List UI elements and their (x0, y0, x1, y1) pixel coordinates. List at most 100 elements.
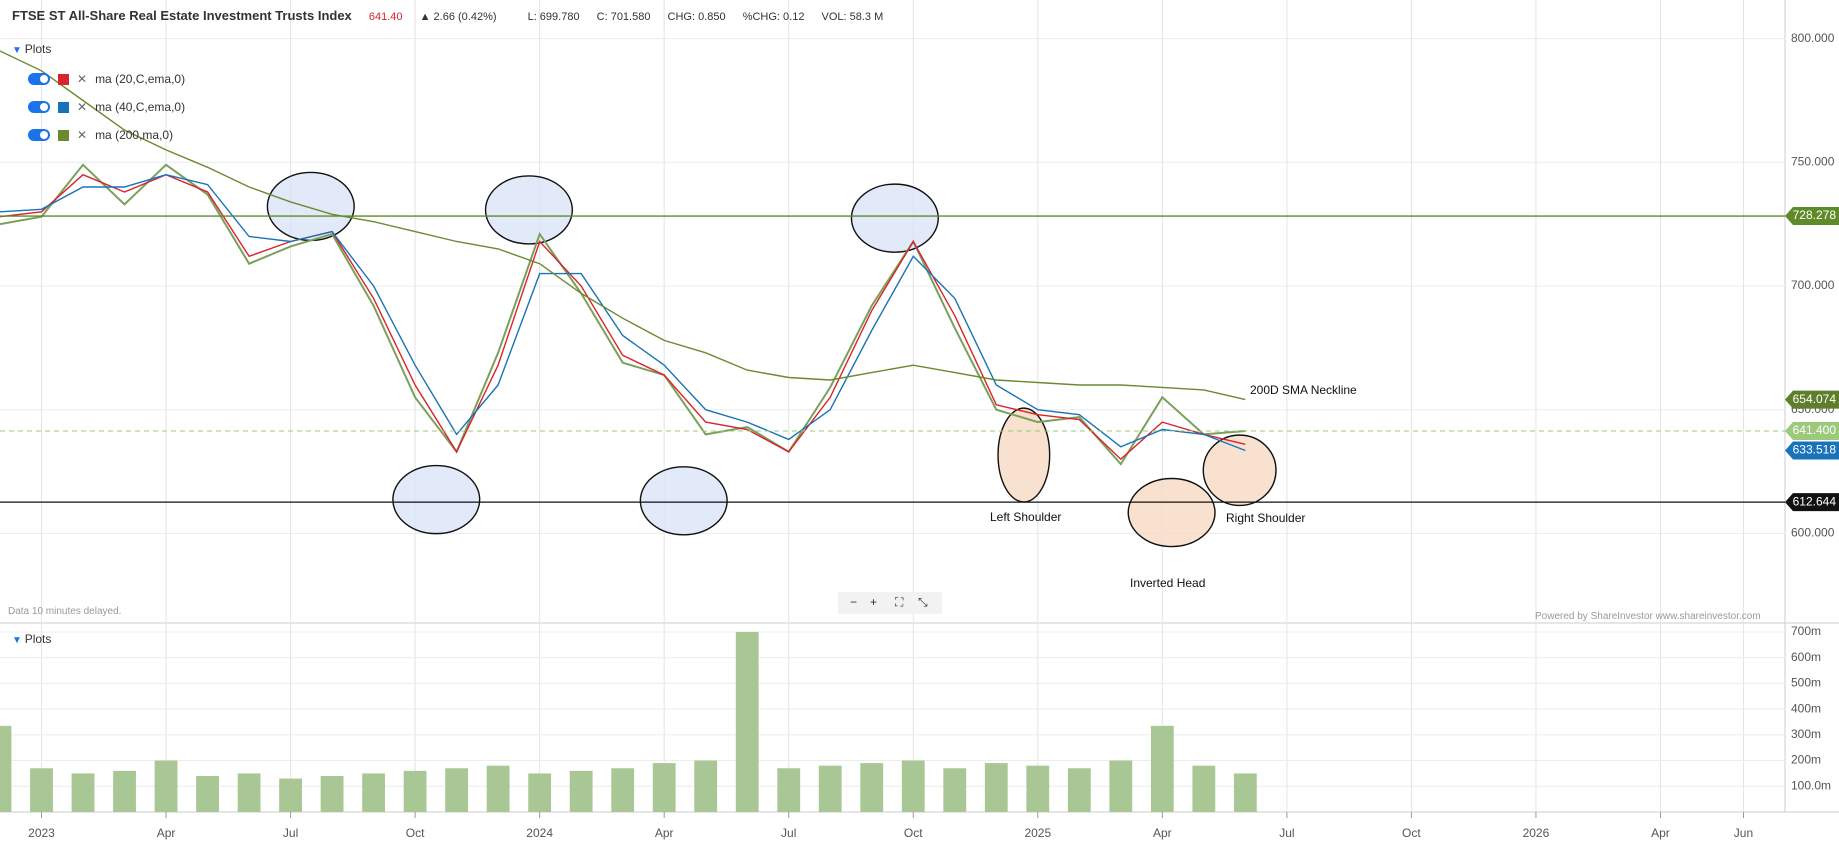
remove[interactable]: ✕ (77, 100, 88, 114)
title: FTSE ST All-Share Real Estate Investment… (12, 8, 352, 23)
trough-circle (639, 466, 728, 536)
volume-bar (30, 768, 53, 812)
y-tick-label: 500m (1791, 676, 1821, 690)
legend-item[interactable]: ✕ ma (20,C,ema,0) (28, 72, 185, 86)
y-tick-label: 800.000 (1791, 31, 1835, 45)
y-tick-label: 700.000 (1791, 278, 1835, 292)
volume-bar (818, 765, 842, 812)
volume-plots-toggle[interactable]: Plots (12, 632, 52, 646)
x-tick-label: Oct (1402, 826, 1421, 840)
delay-note: Data 10 minutes delayed. (8, 606, 122, 617)
fit[interactable]: ⛶ (894, 595, 904, 609)
remove[interactable]: ✕ (77, 128, 88, 142)
volume-bar (528, 773, 552, 812)
legend-label: ma (200,ma,0) (95, 128, 174, 142)
volume-bar (196, 775, 219, 812)
x-tick-label: 2023 (28, 826, 55, 840)
price-tag-label: 633.518 (1793, 443, 1837, 457)
annotation: Left Shoulder (990, 510, 1061, 524)
volume-bar (777, 768, 801, 812)
price-tag-label: 641.400 (1793, 423, 1837, 437)
price-tag (1785, 207, 1839, 226)
price-tag-label: 728.278 (1793, 208, 1837, 222)
legend-swatch (58, 73, 69, 85)
legend-item[interactable]: ✕ ma (40,C,ema,0) (28, 100, 185, 114)
shoulder-circle (1202, 434, 1277, 507)
last-price: 641.40 (368, 11, 403, 23)
toggle[interactable] (28, 73, 50, 85)
remove[interactable]: ✕ (77, 72, 88, 86)
peak-circle (850, 183, 939, 253)
annotation: 200D SMA Neckline (1250, 383, 1357, 397)
volume-bar (0, 725, 12, 812)
header: FTSE ST All-Share Real Estate Investment… (12, 8, 897, 23)
volume-bar (1150, 725, 1174, 812)
x-tick-label: Apr (1651, 826, 1670, 840)
volume-bar (320, 775, 344, 812)
y-tick-label: 700m (1791, 624, 1821, 638)
volume-bar (154, 760, 178, 812)
peak-circle (266, 171, 355, 242)
y-tick-label: 600m (1791, 650, 1821, 664)
volume-bar (1109, 760, 1133, 812)
zoom-controls: − + ⛶ ⤡ (838, 592, 942, 614)
annotations: 200D SMA Neckline Left Shoulder Inverted… (990, 383, 1357, 590)
price-tag-label: 612.644 (1793, 494, 1837, 508)
annotation: Inverted Head (1130, 576, 1205, 590)
y-tick-label: 100.0m (1791, 778, 1831, 792)
volume-bar (1233, 773, 1257, 812)
volume-bar (71, 773, 95, 812)
pchg: %CHG: 0.12 (742, 11, 805, 23)
volume-bar (611, 768, 635, 812)
credit: Powered by ShareInvestor www.shareinvest… (1535, 611, 1761, 622)
plots-toggle[interactable]: Plots (12, 42, 52, 56)
x-tick-label: 2026 (1523, 826, 1550, 840)
x-tick-label: Apr (1153, 826, 1172, 840)
price-tag (1785, 493, 1839, 512)
legend-label: ma (20,C,ema,0) (95, 72, 186, 86)
legend-label: ma (40,C,ema,0) (95, 100, 186, 114)
chg: CHG: 0.850 (667, 11, 726, 23)
y-tick-label: 600.000 (1791, 526, 1835, 540)
ma-line (0, 173, 1246, 461)
low: L: 699.780 (527, 11, 580, 23)
y-tick-label: 400m (1791, 701, 1821, 715)
x-tick-label: Jul (1279, 826, 1294, 840)
volume-bar (403, 770, 427, 812)
price-tag-label: 654.074 (1793, 392, 1837, 406)
ma-line (0, 173, 1246, 452)
price-tag (1785, 421, 1839, 440)
y-tick-label: 750.000 (1791, 154, 1835, 168)
trough-circle (392, 464, 481, 535)
price-tag (1785, 441, 1839, 460)
annotation: Right Shoulder (1226, 511, 1305, 525)
volume-bar (943, 768, 967, 812)
change: ▲ 2.66 (0.42%) (419, 11, 497, 23)
pattern-markers (266, 171, 1277, 548)
volume-bar (113, 770, 136, 812)
x-tick-label: Apr (655, 826, 674, 840)
toggle[interactable] (28, 129, 50, 141)
peak-circle (484, 175, 574, 245)
x-tick-label: 2024 (526, 826, 553, 840)
close: C: 701.580 (596, 11, 651, 23)
volume-bar (1067, 768, 1091, 812)
zoom-bar (838, 592, 942, 614)
zoom-out[interactable]: − (850, 595, 857, 609)
volume-bar (1026, 765, 1050, 812)
change-text: 2.66 (0.42%) (433, 11, 497, 23)
x-tick-label: Jul (781, 826, 796, 840)
ma-line (0, 50, 1246, 401)
expand[interactable]: ⤡ (918, 595, 928, 609)
volume-bar (362, 773, 386, 812)
volume-bar (1192, 765, 1216, 812)
toggle[interactable] (28, 101, 50, 113)
zoom-in[interactable]: + (870, 595, 877, 609)
x-tick-label: Oct (406, 826, 425, 840)
y-tick-label: 300m (1791, 727, 1821, 741)
volume-bar (237, 773, 261, 812)
legend-item[interactable]: ✕ ma (200,ma,0) (28, 128, 173, 142)
price-line (0, 163, 1246, 466)
